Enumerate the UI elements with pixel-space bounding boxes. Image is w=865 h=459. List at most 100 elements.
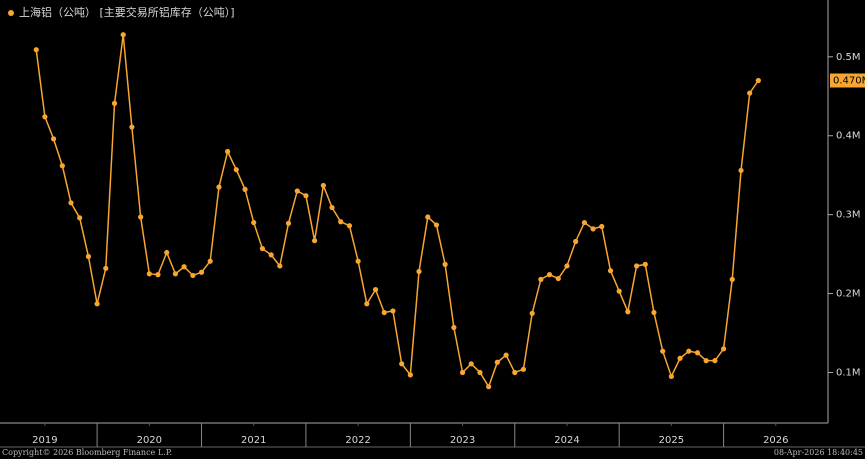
copyright: Copyright© 2026 Bloomberg Finance L.P. [2, 448, 172, 457]
data-point [242, 186, 248, 193]
data-point [68, 200, 74, 206]
data-point [512, 369, 518, 376]
data-point [477, 369, 483, 376]
data-point [720, 346, 727, 352]
data-point [225, 148, 231, 155]
x-tick-label: 2023 [450, 435, 475, 446]
data-point [660, 348, 666, 354]
y-tick-label: 0.3M [836, 210, 861, 221]
data-point [694, 350, 701, 356]
data-point [686, 348, 692, 354]
data-point [564, 263, 570, 269]
y-tick-label: 0.4M [836, 131, 861, 142]
data-point [268, 252, 274, 258]
data-point [390, 308, 396, 314]
data-point [599, 223, 605, 230]
data-point [155, 272, 161, 278]
data-point [50, 136, 57, 142]
data-point [346, 223, 353, 229]
data-point [190, 272, 196, 279]
data-point [329, 204, 335, 211]
data-point [416, 268, 422, 275]
data-point [77, 215, 83, 221]
data-point [712, 358, 718, 364]
data-point [33, 47, 39, 53]
data-point [338, 219, 344, 225]
data-point [442, 261, 448, 267]
data-point [294, 188, 300, 194]
data-point [146, 271, 152, 277]
data-point [555, 275, 561, 282]
data-point [355, 258, 361, 264]
data-point [285, 220, 292, 226]
data-point [233, 167, 239, 173]
x-tick-label: 2020 [137, 435, 162, 446]
data-point [494, 359, 500, 365]
data-point [703, 358, 709, 364]
data-point [520, 366, 527, 372]
data-point [138, 214, 144, 220]
data-point [459, 369, 466, 376]
data-point [468, 361, 474, 367]
data-point [164, 249, 170, 256]
y-tick-label: 0.1M [836, 367, 861, 378]
x-tick-label: 2019 [32, 435, 57, 446]
x-tick-label: 2024 [554, 435, 579, 446]
x-tick-label: 2026 [763, 435, 788, 446]
data-point [251, 219, 257, 226]
data-point [755, 77, 761, 84]
data-point [529, 310, 535, 316]
data-point [738, 167, 744, 174]
data-point [573, 238, 579, 245]
data-point [433, 222, 440, 228]
data-point [311, 238, 318, 244]
data-point [277, 263, 283, 269]
data-point [651, 309, 657, 316]
data-point [42, 114, 48, 120]
data-point [747, 90, 753, 96]
data-point [625, 309, 631, 315]
data-point [607, 268, 614, 274]
data-point [198, 269, 205, 275]
data-point [372, 287, 379, 293]
data-point [103, 265, 109, 271]
data-point [172, 271, 179, 277]
data-point [207, 258, 213, 264]
x-tick-label: 2022 [345, 435, 370, 446]
data-point [677, 355, 683, 361]
data-point [381, 309, 387, 316]
data-point [546, 272, 553, 278]
data-point [111, 100, 118, 106]
data-point [216, 184, 222, 190]
data-point [503, 352, 509, 358]
data-point [59, 163, 65, 169]
data-point [94, 301, 100, 307]
legend-marker [8, 10, 14, 16]
data-point [129, 124, 135, 130]
value-label-box [830, 73, 865, 88]
data-point [120, 32, 126, 38]
data-point [303, 193, 309, 199]
data-point [320, 182, 326, 189]
value-label: 0.470M [833, 75, 865, 86]
data-point [425, 214, 431, 220]
data-point [538, 276, 544, 282]
data-point [616, 288, 622, 294]
data-point [486, 384, 492, 390]
data-point [85, 253, 92, 260]
data-point [729, 276, 735, 282]
data-point [642, 261, 648, 267]
data-point [407, 372, 413, 378]
data-point [259, 245, 265, 252]
y-tick-label: 0.5M [836, 52, 861, 63]
data-point [451, 324, 457, 331]
x-tick-label: 2021 [241, 435, 266, 446]
data-point [181, 264, 187, 270]
y-tick-label: 0.2M [836, 289, 861, 300]
x-tick-label: 2025 [659, 435, 684, 446]
data-point [399, 361, 405, 367]
data-point [364, 301, 370, 307]
data-point [634, 263, 640, 269]
